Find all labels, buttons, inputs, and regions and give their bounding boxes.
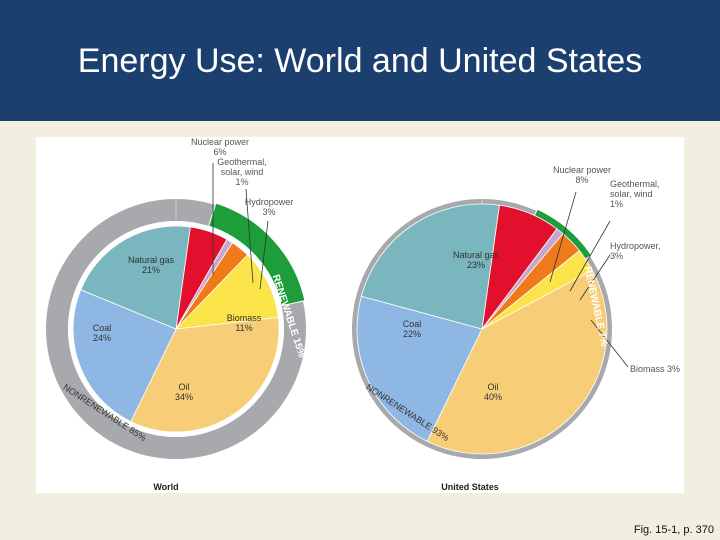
figure-caption: Fig. 15-1, p. 370	[633, 524, 714, 536]
world-slice-biomass	[174, 254, 279, 330]
world-chart-title: World	[153, 482, 178, 492]
us-slice-oil	[426, 269, 608, 455]
world-slice-natural-gas	[80, 225, 191, 330]
us-leader-hydropower	[579, 254, 611, 301]
world-label-biomass: Biomass 11%	[227, 313, 262, 333]
world-leader-geothermal	[245, 188, 254, 284]
us-label-natural-gas: Natural gas 23%	[453, 250, 500, 270]
world-label-nuclear: Nuclear power 6%	[191, 137, 249, 157]
us-leader-biomass	[590, 319, 629, 368]
us-slice-coal	[356, 295, 483, 442]
pie-charts: Natural gas 21% Coal 24% Oil 34% Biomass 11% Nuc…	[46, 137, 680, 492]
world-slice-coal	[72, 289, 177, 423]
us-leader-nuclear	[549, 191, 577, 283]
world-label-hydropower: Hydropower 3%	[245, 197, 294, 217]
world-label-geothermal: Geothermal, solar, wind 1%	[217, 157, 267, 187]
us-label-geothermal: Geothermal, solar, wind 1%	[610, 179, 660, 209]
world-label-natural-gas: Natural gas 21%	[128, 255, 175, 275]
world-leader-hydropower	[259, 220, 269, 290]
world-label-oil: Oil 34%	[175, 382, 193, 402]
us-label-oil: Oil 40%	[484, 382, 502, 402]
us-leader-geothermal	[569, 220, 611, 292]
us-label-nuclear: Nuclear power 8%	[553, 165, 611, 185]
us-label-coal: Coal 22%	[403, 319, 422, 339]
us-chart-title: United States	[441, 482, 499, 492]
slide-title: Energy Use: World and United States	[77, 42, 643, 80]
figure-panel: Natural gas 21% Coal 24% Oil 34% Biomass 11% Nuc…	[36, 137, 684, 493]
title-bar	[0, 0, 720, 121]
world-label-coal: Coal 24%	[93, 323, 112, 343]
us-label-biomass: Biomass 3%	[630, 364, 680, 374]
us-slice-natural-gas	[360, 203, 500, 330]
us-label-hydropower: Hydropower, 3%	[610, 241, 661, 261]
